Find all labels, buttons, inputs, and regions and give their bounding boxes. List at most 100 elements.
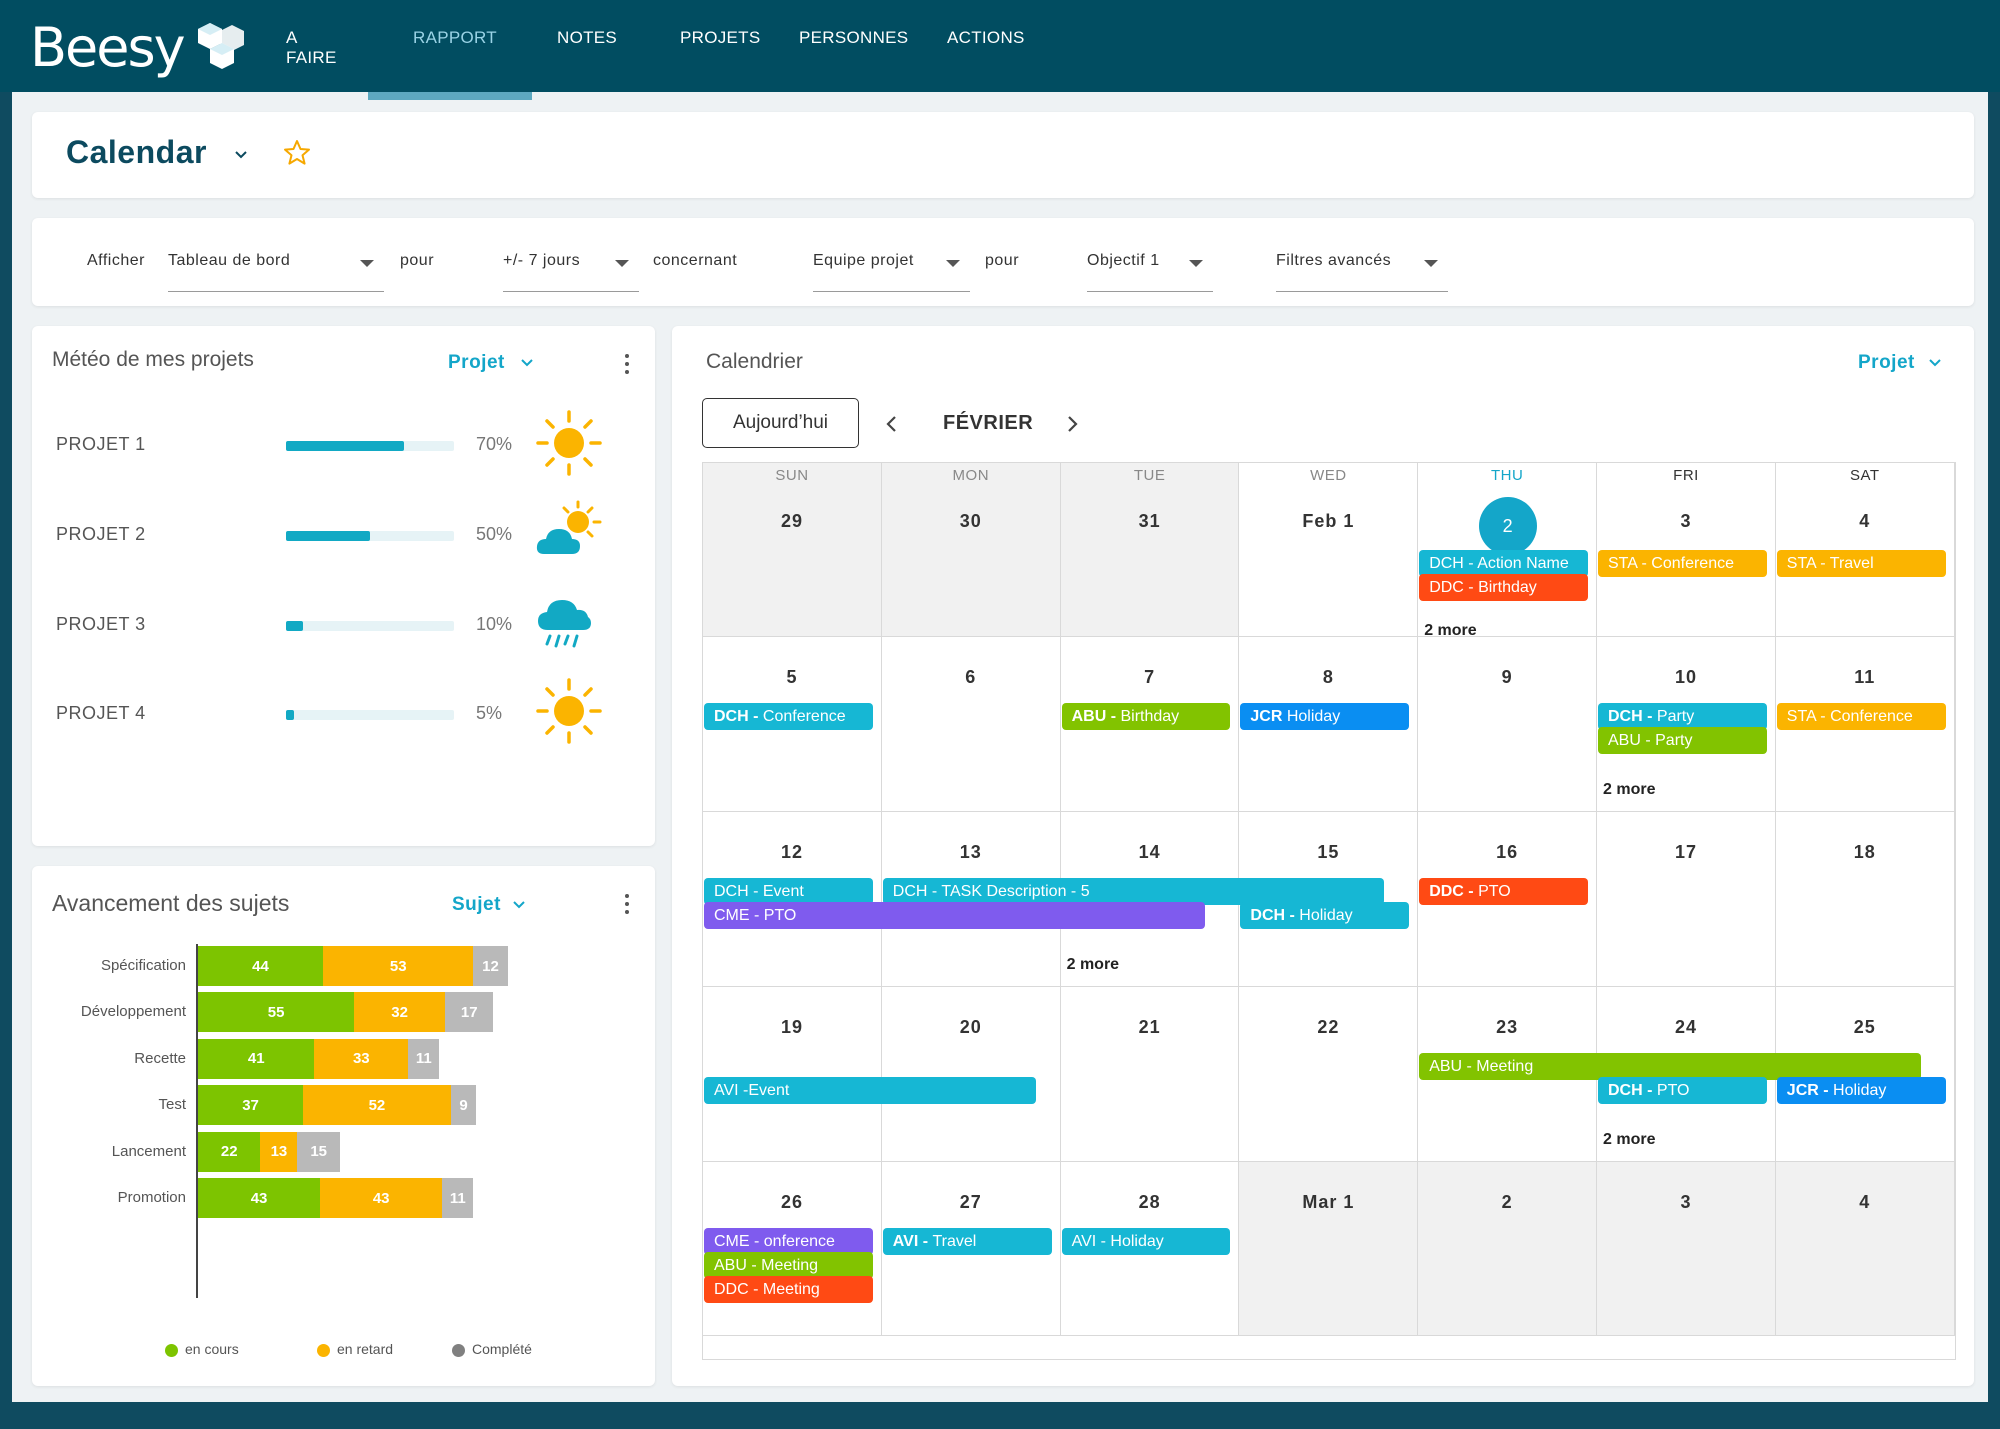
calendar-day-cell[interactable] <box>1597 1162 1776 1336</box>
calendar-event[interactable]: DCH - Holiday <box>1240 902 1410 929</box>
calendar-event[interactable]: STA - Travel <box>1776 550 1946 577</box>
bar-segment[interactable]: 52 <box>303 1085 451 1126</box>
calendar-event[interactable]: DCH - PTO <box>1598 1077 1767 1104</box>
calendar-event[interactable]: DDC - Birthday <box>1419 574 1588 601</box>
advanced-filters-select[interactable]: Filtres avancés <box>1276 248 1448 292</box>
calendar-day-number[interactable]: 21 <box>1138 1017 1161 1037</box>
calendar-day-number[interactable]: 26 <box>780 1192 804 1212</box>
calendar-day-number[interactable]: 3 <box>1680 1192 1692 1212</box>
bar-segment[interactable]: 12 <box>473 946 508 986</box>
calendar-day-cell[interactable] <box>1775 987 1955 1162</box>
calendar-day-cell[interactable] <box>703 637 882 812</box>
bar-segment[interactable]: 13 <box>260 1131 298 1172</box>
more-events-link[interactable]: 2 more <box>1603 781 1656 798</box>
calendar-day-number[interactable]: 6 <box>965 667 977 687</box>
calendar-day-cell[interactable] <box>1775 637 1955 812</box>
calendar-day-cell[interactable] <box>881 1162 1061 1336</box>
bar-segment[interactable]: 15 <box>297 1131 340 1172</box>
beesy-logo[interactable]: Beesy <box>30 12 254 82</box>
nav-personnes[interactable]: PERSONNES <box>799 28 909 47</box>
calendar-event[interactable]: CME - PTO <box>704 902 1206 929</box>
calendar-event[interactable]: ABU - Party <box>1598 727 1767 754</box>
calendar-event[interactable]: JCR - Holiday <box>1776 1077 1946 1104</box>
calendar-event[interactable]: DDC - Meeting <box>704 1276 873 1303</box>
calendar-event[interactable]: DCH - Action Name <box>1419 550 1588 577</box>
nav-projets[interactable]: PROJETS <box>680 28 761 47</box>
nav-rapport[interactable]: RAPPORT <box>413 28 497 47</box>
calendar-event[interactable]: JCR Holiday <box>1240 703 1410 730</box>
calendar-day-number[interactable]: 15 <box>1317 842 1340 862</box>
bar-segment[interactable]: 9 <box>450 1085 477 1126</box>
calendar-day-number[interactable]: 25 <box>1853 1017 1876 1037</box>
bar-segment[interactable]: 43 <box>198 1178 321 1218</box>
chevron-down-icon[interactable] <box>1928 356 1942 370</box>
calendar-day-number[interactable]: 13 <box>959 842 982 862</box>
nav-actions[interactable]: ACTIONS <box>947 28 1025 47</box>
calendar-day-number[interactable]: 4 <box>1859 511 1871 531</box>
next-month-icon[interactable] <box>1064 414 1080 434</box>
calendar-event[interactable]: AVI -Event <box>704 1077 1036 1104</box>
calendar-day-number[interactable]: 16 <box>1496 842 1519 862</box>
calendar-day-number[interactable]: 19 <box>780 1017 804 1037</box>
calendar-day-number[interactable]: 8 <box>1322 667 1334 687</box>
more-options-icon[interactable] <box>624 354 630 376</box>
calendar-day-number[interactable]: 30 <box>959 511 982 531</box>
objective-select[interactable]: Objectif 1 <box>1087 248 1213 292</box>
calendar-day-cell[interactable] <box>1060 1162 1240 1336</box>
calendar-project-filter[interactable]: Projet <box>1858 352 1915 373</box>
calendar-event[interactable]: DDC - PTO <box>1419 878 1588 905</box>
calendar-day-number[interactable]: 24 <box>1674 1017 1698 1037</box>
calendar-day-cell[interactable] <box>1775 812 1955 987</box>
calendar-day-cell[interactable] <box>1060 987 1240 1162</box>
more-events-link[interactable]: 2 more <box>1066 956 1120 973</box>
calendar-day-cell[interactable] <box>881 463 1061 637</box>
chevron-down-icon[interactable] <box>234 148 248 162</box>
calendar-day-number[interactable]: 23 <box>1496 1017 1519 1037</box>
calendar-event[interactable]: DCH - Conference <box>704 703 873 730</box>
calendar-day-cell[interactable] <box>1239 987 1419 1162</box>
calendar-day-cell[interactable] <box>1418 1162 1597 1336</box>
calendar-event[interactable]: DCH - Party <box>1598 703 1767 730</box>
calendar-day-cell[interactable] <box>1418 637 1597 812</box>
calendar-day-number[interactable]: 28 <box>1138 1192 1161 1212</box>
calendar-event[interactable]: DCH - Event <box>704 878 873 905</box>
calendar-event[interactable]: AVI - Travel <box>882 1228 1052 1255</box>
calendar-day-number[interactable]: 10 <box>1674 667 1698 687</box>
calendar-day-cell[interactable] <box>1239 1162 1419 1336</box>
calendar-event[interactable]: STA - Conference <box>1598 550 1767 577</box>
calendar-day-cell[interactable] <box>1597 637 1776 812</box>
calendar-event[interactable]: ABU - Meeting <box>704 1252 873 1279</box>
calendar-day-cell[interactable] <box>1597 812 1776 987</box>
bar-segment[interactable]: 53 <box>322 946 474 986</box>
calendar-day-cell[interactable] <box>1418 812 1597 987</box>
subject-filter[interactable]: Sujet <box>452 894 501 915</box>
calendar-event[interactable]: STA - Conference <box>1776 703 1946 730</box>
more-events-link[interactable]: 2 more <box>1424 622 1477 639</box>
calendar-day-number[interactable]: Feb 1 <box>1302 511 1355 531</box>
bar-segment[interactable]: 11 <box>408 1038 440 1079</box>
previous-month-icon[interactable] <box>884 414 900 434</box>
calendar-event[interactable]: AVI - Holiday <box>1061 1228 1231 1255</box>
calendar-day-number[interactable]: 29 <box>780 511 804 531</box>
bar-segment[interactable]: 55 <box>198 992 355 1033</box>
nav-a-faire[interactable]: A FAIRE <box>286 28 337 67</box>
calendar-day-number[interactable]: 4 <box>1859 1192 1871 1212</box>
team-select[interactable]: Equipe projet <box>813 248 970 292</box>
today-date-marker[interactable]: 2 <box>1478 497 1537 555</box>
calendar-event[interactable]: ABU - Meeting <box>1419 1053 1921 1080</box>
calendar-day-number[interactable]: 5 <box>786 667 798 687</box>
calendar-event[interactable]: DCH - TASK Description - 5 <box>882 878 1385 905</box>
bar-segment[interactable]: 43 <box>320 1178 443 1218</box>
calendar-day-number[interactable]: 3 <box>1680 511 1692 531</box>
calendar-day-cell[interactable] <box>703 463 882 637</box>
bar-segment[interactable]: 33 <box>314 1038 409 1079</box>
nav-notes[interactable]: NOTES <box>557 28 618 47</box>
period-select[interactable]: +/- 7 jours <box>503 248 639 292</box>
calendar-day-cell[interactable] <box>703 812 882 987</box>
more-options-icon[interactable] <box>624 894 630 916</box>
more-events-link[interactable]: 2 more <box>1603 1131 1656 1148</box>
calendar-day-cell[interactable] <box>881 987 1061 1162</box>
calendar-day-number[interactable]: Mar 1 <box>1302 1192 1355 1212</box>
display-select[interactable]: Tableau de bord <box>168 248 384 292</box>
calendar-day-number[interactable]: 2 <box>1501 1192 1513 1212</box>
